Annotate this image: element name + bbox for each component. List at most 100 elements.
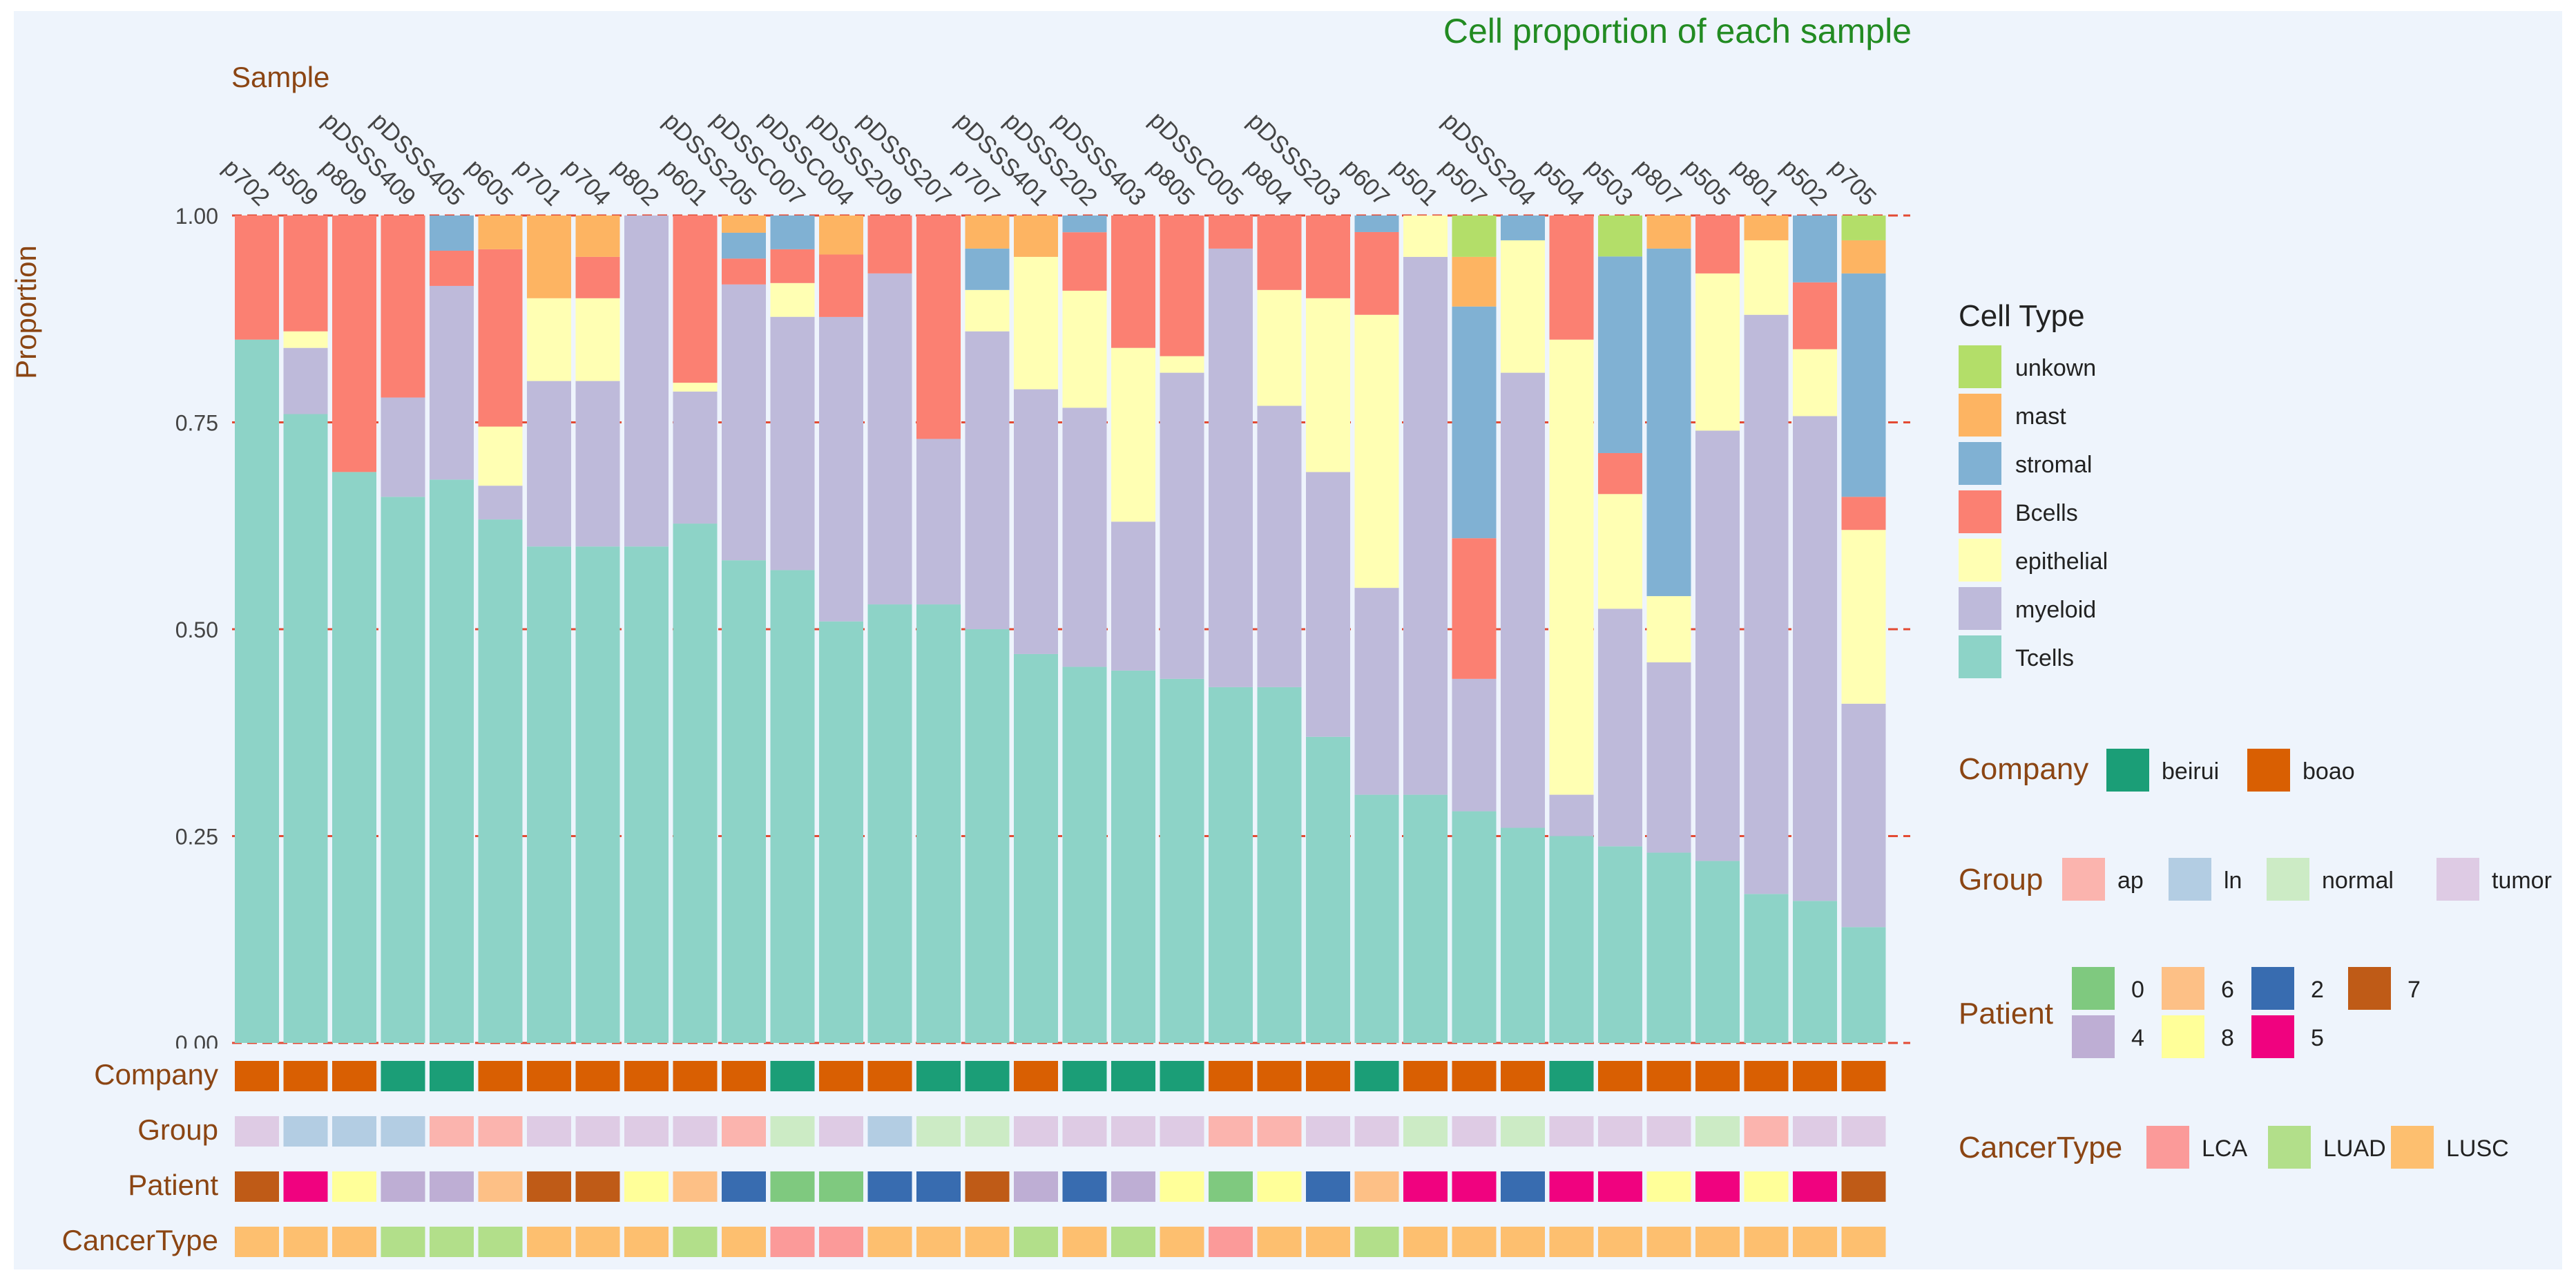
bar-segment [1111,521,1155,671]
bar-segment [1793,349,1837,416]
legend-swatch [2247,749,2290,792]
annotation-cell [527,1227,571,1257]
annotation-cell [1403,1227,1448,1257]
annotation-cell [430,1116,474,1147]
bar-segment [1598,846,1642,1043]
annotation-cell [1841,1116,1886,1147]
bar-segment [1209,248,1253,687]
annotation-cell [770,1116,815,1147]
annotation-cell [916,1061,961,1091]
bar-segment [1014,653,1058,1043]
annotation-cell [673,1171,718,1202]
annotation-cell [673,1116,718,1147]
legend-label: LUAD [2323,1136,2386,1162]
bar-segment [1598,215,1642,257]
annotation-cell [1306,1171,1350,1202]
bar-segment [722,215,766,233]
annotation-cell [1160,1061,1204,1091]
annotation-track-label: Group [137,1113,218,1146]
bar-segment [1549,339,1594,795]
bar-segment [1598,256,1642,453]
bar-segment [1452,678,1497,812]
annotation-cell [430,1061,474,1091]
bars [235,215,1886,1043]
legend-label: unkown [2015,355,2096,381]
legend-label: 8 [2221,1025,2234,1051]
annotation-cell [235,1061,279,1091]
bar-segment [478,426,523,486]
bar-segment [283,331,328,348]
bar-segment [1014,215,1058,257]
annotation-cell [867,1227,912,1257]
bar-segment [819,254,863,317]
annotation-cell [1403,1171,1448,1202]
bar-segment [478,519,523,1043]
bar-segment [1354,794,1399,1043]
annotation-cell [1501,1171,1545,1202]
annotation-cell [527,1061,571,1091]
legend-label: LCA [2202,1136,2247,1162]
annotation-cell [235,1227,279,1257]
annotation-cell [478,1227,523,1257]
bar-segment [1062,290,1107,408]
bar-segment [1744,240,1789,315]
bar-segment [1257,289,1302,406]
legend-label: myeloid [2015,597,2096,623]
annotation-cell [1306,1116,1350,1147]
annotation-cell [1014,1061,1058,1091]
bar-segment [283,215,328,332]
legend-label: ln [2224,868,2242,894]
annotation-cell [1306,1227,1350,1257]
bar-segment [478,215,523,249]
bar-segment [673,524,718,1043]
annotation-cell [1793,1227,1837,1257]
annotation-cell [283,1227,328,1257]
bar-segment [1501,372,1545,828]
bar-segment [381,497,425,1043]
bar-segment [770,249,815,283]
y-tick-label: 0.25 [175,825,218,850]
annotation-cell [1257,1061,1302,1091]
legend-label: 4 [2131,1025,2144,1051]
annotation-cell [819,1116,863,1147]
annotation-cell [1598,1116,1642,1147]
annotation-cell [1695,1116,1740,1147]
legend-swatch [2169,858,2211,901]
annotation-cell [283,1116,328,1147]
legend-swatch [2072,1015,2115,1058]
annotation-cell [575,1061,620,1091]
legend-swatch [2251,967,2294,1010]
legend-label: tumor [2492,868,2552,894]
annotation-cell [916,1171,961,1202]
annotation-cell [819,1061,863,1091]
bar-segment [1160,215,1204,356]
bar-segment [867,273,912,605]
annotation-cell [332,1227,376,1257]
annotation-cell [1744,1171,1789,1202]
bar-segment [430,215,474,251]
legend-label: 2 [2311,977,2324,1003]
bar-segment [1793,416,1837,901]
annotation-cell [1695,1171,1740,1202]
annotation-cell [1062,1227,1107,1257]
annotation-cell [722,1227,766,1257]
bar-segment [722,284,766,561]
bar-segment [1354,588,1399,795]
bar-segment [430,285,474,480]
annotation-cell [1111,1171,1155,1202]
bar-segment [965,629,1010,1043]
annotation-cell [1209,1227,1253,1257]
bar-segment [1646,662,1691,853]
bar-segment [1646,248,1691,597]
annotation-cell [1841,1227,1886,1257]
legend-annotation-title: Company [1959,752,2088,786]
annotation-cell [1403,1061,1448,1091]
annotation-cell [1646,1171,1691,1202]
bar-segment [1306,472,1350,737]
annotation-cell [527,1171,571,1202]
legend-annotations: Company beirui boao Group ap ln normal tumor Pat… [1959,749,2552,1169]
annotation-cell [1452,1227,1497,1257]
legend-swatch [2268,1126,2311,1169]
bar-segment [1209,215,1253,249]
